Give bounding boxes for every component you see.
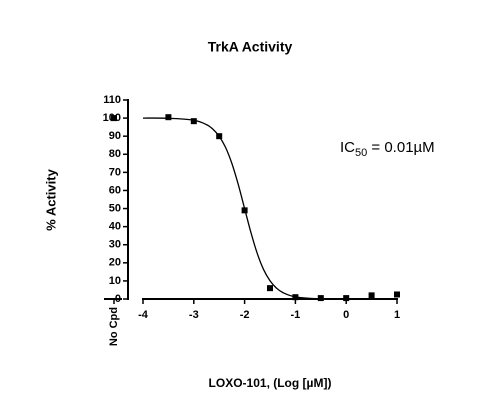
x-tick-label: -1: [291, 309, 301, 321]
y-tick-label: 10: [109, 275, 121, 287]
x-tick-label: -3: [189, 309, 199, 321]
x-tick-label: 1: [394, 309, 400, 321]
y-tick-label: 110: [103, 94, 121, 106]
fit-curve: [142, 117, 398, 300]
annotation-prefix: IC: [340, 139, 355, 156]
data-point: [216, 133, 223, 140]
data-point: [292, 294, 299, 301]
y-axis-label: % Activity: [43, 168, 58, 230]
data-point: [368, 292, 375, 299]
y-tick-label: 30: [109, 239, 121, 251]
data-point: [343, 295, 350, 302]
control-label: No Cpd: [108, 307, 120, 346]
data-point: [165, 114, 172, 121]
data-point: [394, 291, 400, 298]
data-point: [190, 118, 197, 125]
y-tick-label: 80: [109, 148, 121, 160]
y-tick-label: 0: [115, 293, 121, 305]
data-point: [241, 207, 248, 214]
data-point: [111, 115, 117, 122]
x-tick-label: -2: [240, 309, 250, 321]
y-tick-label: 90: [109, 130, 121, 142]
data-point: [267, 285, 273, 292]
y-tick-label: 40: [109, 221, 121, 233]
annotation: IC50 = 0.01µM: [340, 139, 435, 159]
y-tick-label: 70: [109, 166, 121, 178]
chart-title: TrkA Activity: [208, 39, 293, 55]
y-tick-label: 50: [109, 202, 121, 214]
annotation-sub: 50: [355, 147, 367, 159]
x-axis-label: LOXO-101, (Log [µM]): [209, 376, 332, 390]
x-tick-label: 0: [343, 309, 349, 321]
x-tick-label: -4: [138, 309, 149, 321]
data-point: [317, 295, 324, 302]
y-tick-label: 60: [109, 184, 121, 196]
annotation-suffix: = 0.01µM: [367, 139, 434, 156]
y-tick-label: 20: [109, 257, 121, 269]
